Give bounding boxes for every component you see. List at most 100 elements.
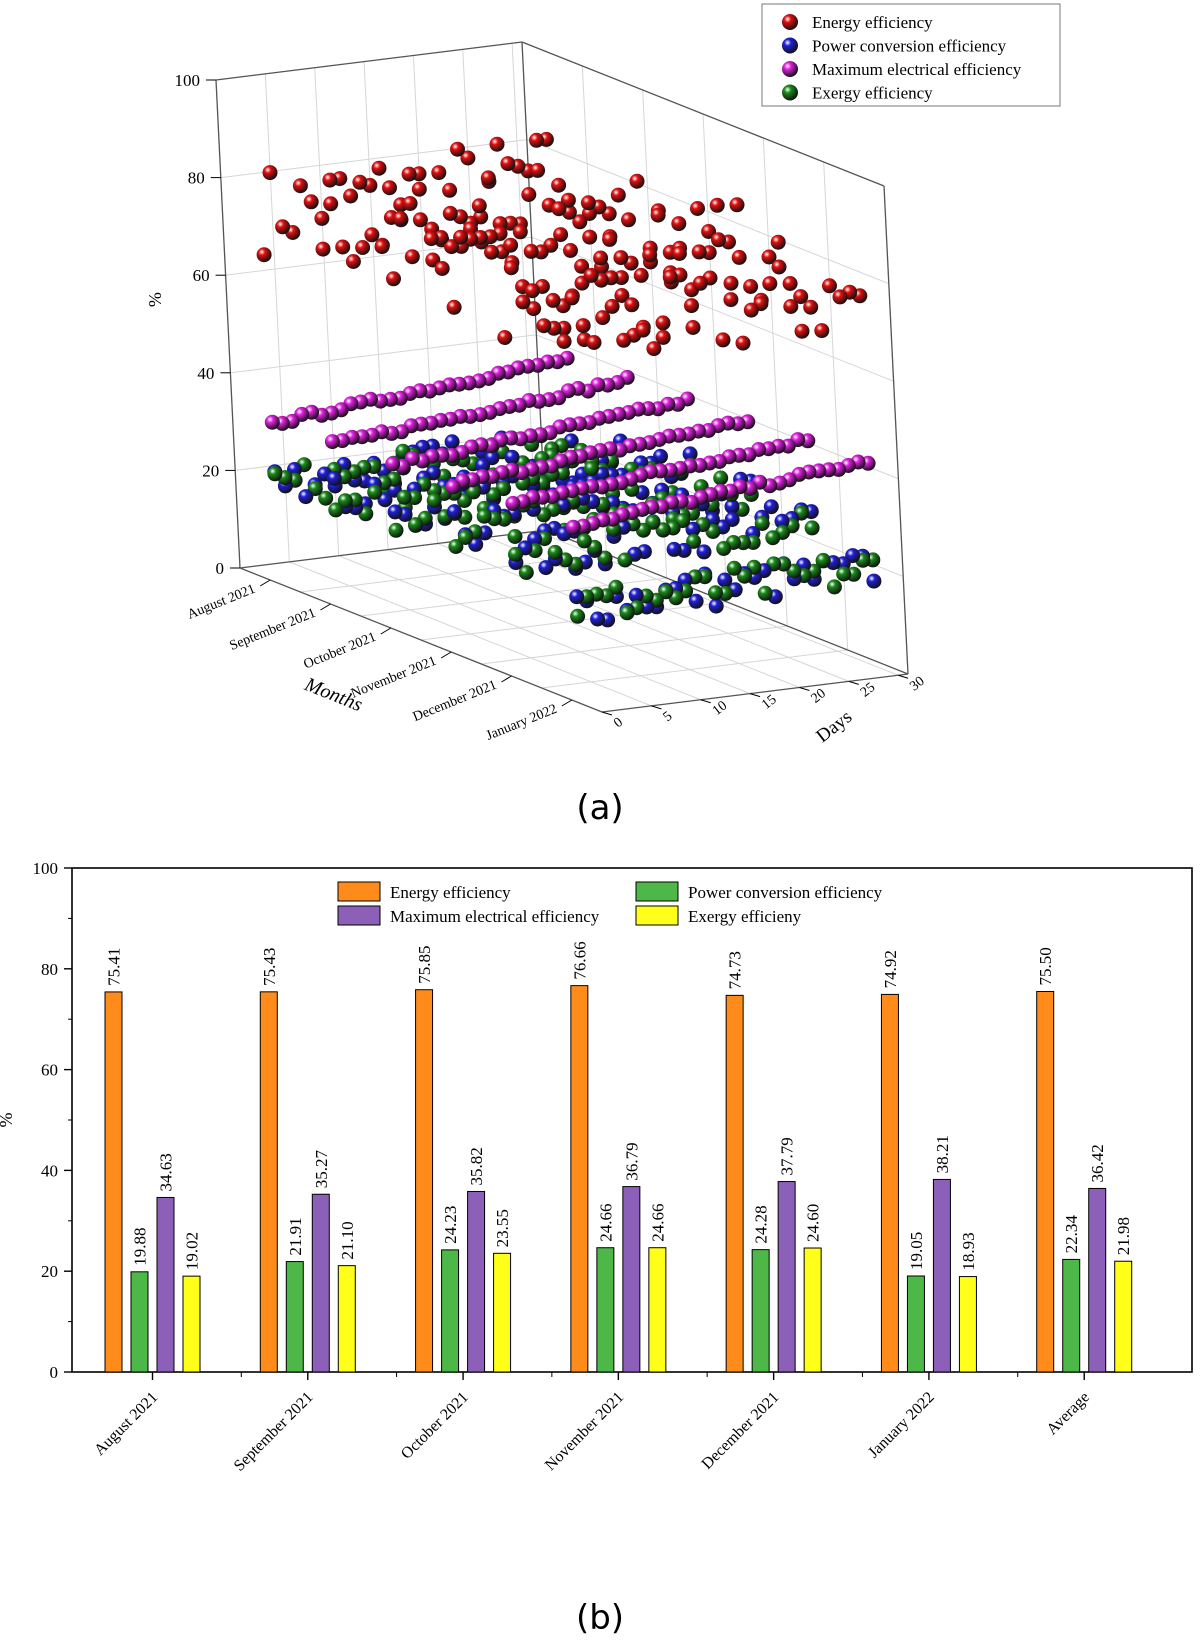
grid-line [762, 137, 788, 627]
bar-value-label: 24.28 [752, 1205, 771, 1243]
data-point [715, 332, 731, 348]
data-point [408, 517, 423, 533]
bar-value-label: 35.27 [312, 1149, 331, 1188]
data-point [583, 267, 599, 283]
bar-value-label: 21.91 [286, 1217, 305, 1255]
data-point [343, 188, 359, 204]
data-point [783, 299, 799, 314]
data-point [444, 434, 460, 450]
bar [777, 1181, 796, 1373]
data-point [610, 187, 626, 203]
bar [1114, 1260, 1133, 1373]
bar-value-label: 22.34 [1062, 1215, 1081, 1254]
bar-value-label: 21.10 [338, 1221, 357, 1259]
data-point [564, 290, 580, 306]
data-point [646, 341, 662, 357]
legend-marker [782, 37, 798, 54]
data-point [431, 165, 447, 181]
bar-value-label: 34.63 [157, 1153, 176, 1191]
bar [648, 1247, 667, 1373]
data-point [793, 289, 809, 305]
z-tick-label: 0 [216, 559, 225, 578]
data-point [524, 283, 540, 299]
bar [156, 1196, 175, 1373]
y-tick [799, 687, 810, 691]
box-edge [521, 41, 885, 187]
box-edge [883, 185, 909, 675]
bar [415, 989, 434, 1373]
data-point [682, 446, 698, 462]
bar-value-label: 35.82 [467, 1147, 486, 1185]
legend: Energy efficiency Power conversion effici… [337, 881, 883, 926]
data-point [466, 484, 481, 500]
bar [441, 1249, 460, 1373]
bar [803, 1247, 822, 1373]
data-point [264, 414, 280, 430]
bar-value-label: 74.73 [726, 951, 745, 989]
data-point [724, 499, 740, 515]
data-point [527, 531, 543, 547]
data-point [774, 513, 790, 529]
bar-value-label: 75.41 [105, 948, 124, 986]
data-point [696, 544, 712, 560]
data-point [569, 589, 585, 605]
data-point [448, 539, 464, 554]
data-point [364, 227, 380, 243]
data-point [685, 521, 701, 537]
y-axis: 0 20 40 60 80 100 [33, 859, 72, 1382]
data-point [602, 231, 618, 247]
legend-label: Exergy efficieny [688, 907, 802, 926]
data-point [503, 237, 519, 253]
data-point [445, 479, 461, 495]
x-tick-label: August 2021 [185, 582, 257, 623]
x-tick-label: November 2021 [542, 1389, 627, 1474]
data-point [771, 259, 787, 275]
data-point [396, 489, 412, 505]
data-point [770, 234, 786, 250]
data-point [565, 519, 581, 535]
x-axis-title: Months [301, 673, 366, 716]
data-point [326, 471, 342, 486]
legend-swatch [337, 881, 381, 902]
data-point [423, 231, 439, 247]
bar-value-label: 38.21 [933, 1135, 952, 1173]
data-point [582, 229, 598, 245]
data-point [708, 598, 724, 614]
data-point [345, 254, 361, 269]
bar [570, 985, 589, 1373]
data-point [402, 196, 418, 211]
legend-label: Energy efficiency [812, 13, 933, 32]
z-tick-label: 100 [175, 71, 201, 90]
data-point [457, 530, 473, 545]
data-point [614, 288, 630, 303]
caption-b: (b) [575, 1598, 625, 1638]
bar [493, 1252, 512, 1373]
data-point [836, 566, 852, 582]
x-tick [259, 579, 271, 587]
data-point [737, 568, 752, 584]
data-point [503, 260, 519, 276]
data-point [387, 504, 403, 520]
data-point [731, 249, 747, 265]
y-tick-label: 30 [907, 674, 927, 694]
legend-label: Maximum electrical efficiency [390, 907, 600, 926]
bar-value-label: 74.92 [881, 950, 900, 988]
data-point [613, 250, 629, 266]
bar-value-label: 24.23 [441, 1206, 460, 1244]
data-point [551, 177, 567, 193]
data-point [547, 544, 563, 560]
data-point [442, 205, 458, 221]
data-point [633, 267, 649, 283]
data-point [352, 174, 368, 190]
grid-line [481, 625, 788, 665]
data-point [685, 320, 701, 335]
data-point [563, 243, 578, 258]
y-tick-label: 10 [710, 698, 730, 718]
x-tick-label: September 2021 [231, 1389, 317, 1475]
x-tick-label: January 2022 [484, 702, 559, 744]
data-point [803, 299, 819, 315]
y-tick-label: 25 [858, 680, 878, 700]
legend-swatch [337, 905, 381, 926]
data-point [292, 178, 308, 194]
